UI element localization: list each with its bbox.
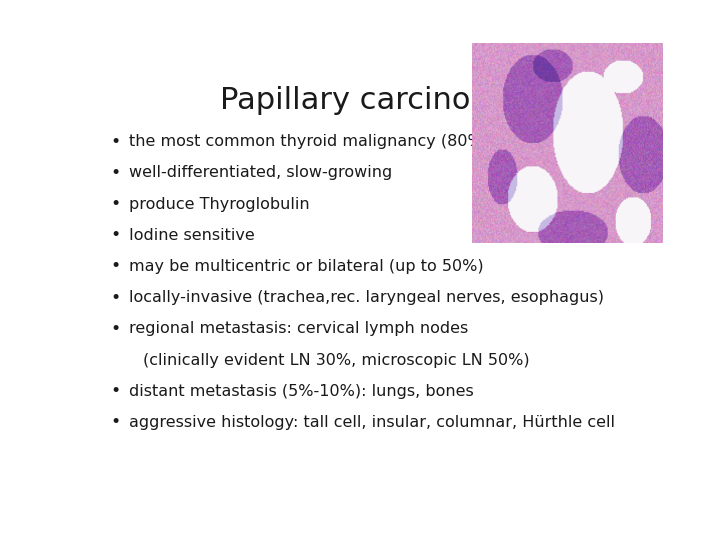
Text: regional metastasis: cervical lymph nodes: regional metastasis: cervical lymph node… [129,321,468,336]
Text: •: • [110,258,120,275]
Text: (clinically evident LN 30%, microscopic LN 50%): (clinically evident LN 30%, microscopic … [143,353,530,368]
Text: distant metastasis (5%-10%): lungs, bones: distant metastasis (5%-10%): lungs, bone… [129,384,474,399]
Text: the most common thyroid malignancy (80%): the most common thyroid malignancy (80%) [129,134,489,149]
Text: •: • [110,195,120,213]
Text: •: • [110,414,120,431]
Text: •: • [110,164,120,182]
Text: locally-invasive (trachea,rec. laryngeal nerves, esophagus): locally-invasive (trachea,rec. laryngeal… [129,290,604,305]
Text: Papillary carcinoma: Papillary carcinoma [220,85,518,114]
Text: well-differentiated, slow-growing: well-differentiated, slow-growing [129,165,392,180]
Text: produce Thyroglobulin: produce Thyroglobulin [129,197,310,212]
Text: may be multicentric or bilateral (up to 50%): may be multicentric or bilateral (up to … [129,259,484,274]
Text: •: • [110,320,120,338]
Text: aggressive histology: tall cell, insular, columnar, Hürthle cell: aggressive histology: tall cell, insular… [129,415,615,430]
Text: •: • [110,133,120,151]
Text: Iodine sensitive: Iodine sensitive [129,228,255,243]
Text: •: • [110,289,120,307]
Text: •: • [110,382,120,400]
Text: •: • [110,226,120,244]
